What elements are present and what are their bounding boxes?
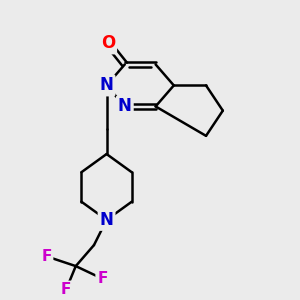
Text: F: F (61, 282, 71, 297)
Text: N: N (118, 98, 132, 116)
Text: N: N (100, 76, 113, 94)
Text: F: F (41, 249, 52, 264)
Text: F: F (97, 271, 108, 286)
Text: O: O (101, 34, 115, 52)
Text: N: N (100, 211, 113, 229)
